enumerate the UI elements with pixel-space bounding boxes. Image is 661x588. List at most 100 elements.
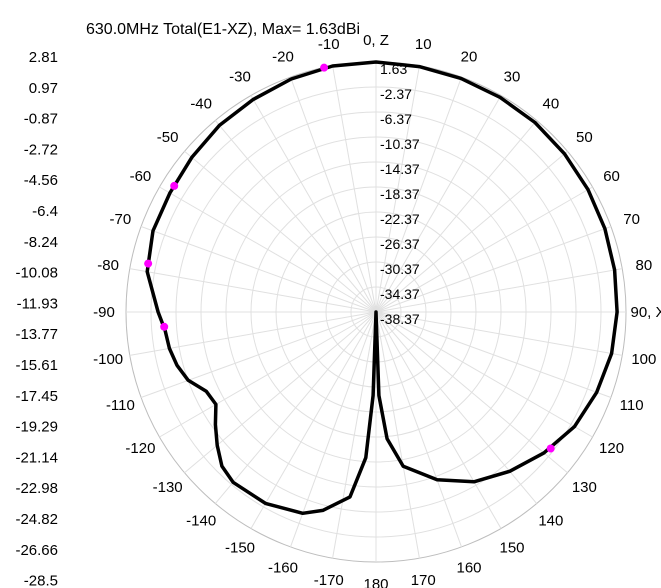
- radial-label: -30.37: [380, 261, 420, 277]
- legend-label: -10.08: [15, 265, 58, 282]
- grid-spoke: [332, 311, 377, 559]
- grid-spoke: [159, 311, 377, 438]
- angle-label: 170: [411, 572, 436, 588]
- series-marker: [160, 322, 169, 331]
- grid-spoke: [375, 76, 462, 313]
- legend-label: 0.97: [29, 80, 58, 97]
- angle-label: -130: [153, 479, 183, 496]
- grid-spoke: [290, 311, 377, 548]
- radial-label: -6.37: [380, 111, 412, 127]
- grid-spoke: [375, 311, 593, 438]
- legend-label: -13.77: [15, 326, 58, 343]
- angle-label: -50: [157, 129, 179, 146]
- legend-label: -26.66: [15, 542, 58, 559]
- grid-spoke: [375, 150, 568, 313]
- chart-title: 630.0MHz Total(E1-XZ), Max= 1.63dBi: [86, 21, 360, 38]
- angle-label: -40: [190, 96, 212, 113]
- grid-spoke: [375, 226, 612, 313]
- angle-label: -140: [186, 512, 216, 529]
- angle-label: 30: [504, 68, 521, 85]
- grid-spoke: [214, 311, 377, 504]
- angle-label: -150: [225, 540, 255, 557]
- series-marker: [546, 444, 555, 453]
- radial-label: -26.37: [380, 236, 420, 252]
- angle-label: -110: [106, 397, 135, 414]
- grid-spoke: [375, 120, 538, 313]
- series-marker: [320, 63, 329, 72]
- angle-label: 120: [599, 440, 624, 457]
- angle-label: 110: [620, 397, 644, 414]
- angle-label: 40: [542, 96, 559, 113]
- angle-label: -90: [93, 304, 115, 321]
- radial-label: -22.37: [380, 211, 420, 227]
- grid-spoke: [375, 186, 593, 313]
- angle-label: 140: [538, 512, 563, 529]
- colorscale-legend: 2.81 0.97 -0.87 -2.72 -4.56 -6.4 -8.24 -10.08 -1…: [15, 49, 58, 588]
- grid-spoke: [375, 311, 420, 559]
- radial-label: -18.37: [380, 186, 420, 202]
- grid-spoke: [184, 150, 377, 313]
- series-marker: [144, 259, 153, 268]
- angle-label: -170: [314, 572, 344, 588]
- angle-label: 50: [576, 129, 593, 146]
- legend-label: -28.5: [24, 573, 58, 588]
- grid-spoke: [375, 65, 420, 313]
- grid-spoke: [250, 95, 377, 313]
- grid-spoke: [375, 311, 623, 356]
- grid-spoke: [332, 65, 377, 313]
- grid-spoke: [375, 95, 502, 313]
- grid-spoke: [375, 311, 502, 529]
- legend-label: -15.61: [15, 357, 58, 374]
- grid-spoke: [290, 76, 377, 313]
- angle-labels: 0, Z 10 20 30 40 50 60 70 80 90, X 100 110 120 130 140…: [93, 32, 661, 588]
- pattern-series: [144, 60, 619, 516]
- grid-spoke: [140, 226, 377, 313]
- angle-label: 100: [631, 351, 656, 368]
- grid-spoke: [250, 311, 377, 529]
- grid-spoke: [129, 268, 377, 313]
- radial-label: -38.37: [380, 311, 420, 327]
- angle-label: 180: [363, 576, 388, 588]
- grid-spoke: [140, 311, 377, 398]
- legend-label: -4.56: [24, 172, 58, 189]
- angle-label: -60: [130, 168, 152, 185]
- radial-labels: 1.63-2.37-6.37-10.37-14.37-18.37-22.37-2…: [380, 61, 420, 327]
- radial-label: -34.37: [380, 286, 420, 302]
- angle-label: -70: [110, 211, 132, 228]
- legend-label: -22.98: [15, 480, 58, 497]
- grid-spoke: [375, 311, 462, 548]
- angle-label: -160: [268, 560, 298, 577]
- legend-label: -6.4: [32, 203, 58, 220]
- angle-label: 70: [623, 211, 640, 228]
- angle-label: -80: [97, 257, 119, 274]
- legend-label: -19.29: [15, 419, 58, 436]
- legend-label: -11.93: [17, 295, 58, 312]
- legend-label: -21.14: [15, 449, 58, 466]
- angle-label: 0, Z: [363, 32, 389, 49]
- angle-label: 60: [603, 168, 620, 185]
- angle-label: -100: [93, 351, 123, 368]
- grid-spoke: [375, 311, 568, 474]
- angle-label: 10: [415, 36, 432, 53]
- radial-label: -10.37: [380, 136, 420, 152]
- radial-label: -14.37: [380, 161, 420, 177]
- grid-spoke: [214, 120, 377, 313]
- angle-label: -20: [272, 48, 294, 65]
- legend-label: 2.81: [29, 49, 58, 66]
- series-marker: [170, 181, 179, 190]
- angle-label: -10: [318, 36, 340, 53]
- legend-label: -8.24: [24, 234, 58, 251]
- angle-label: 20: [461, 48, 478, 65]
- angle-label: 90, X: [630, 304, 661, 321]
- legend-label: -0.87: [24, 111, 58, 128]
- angle-label: -30: [229, 68, 251, 85]
- angle-label: 150: [499, 540, 524, 557]
- legend-label: -17.45: [15, 388, 58, 405]
- angle-label: 130: [572, 479, 597, 496]
- legend-label: -24.82: [15, 511, 58, 528]
- legend-label: -2.72: [24, 141, 58, 158]
- angle-label: 80: [636, 257, 653, 274]
- angle-label: 160: [457, 560, 482, 577]
- angle-label: -120: [125, 440, 155, 457]
